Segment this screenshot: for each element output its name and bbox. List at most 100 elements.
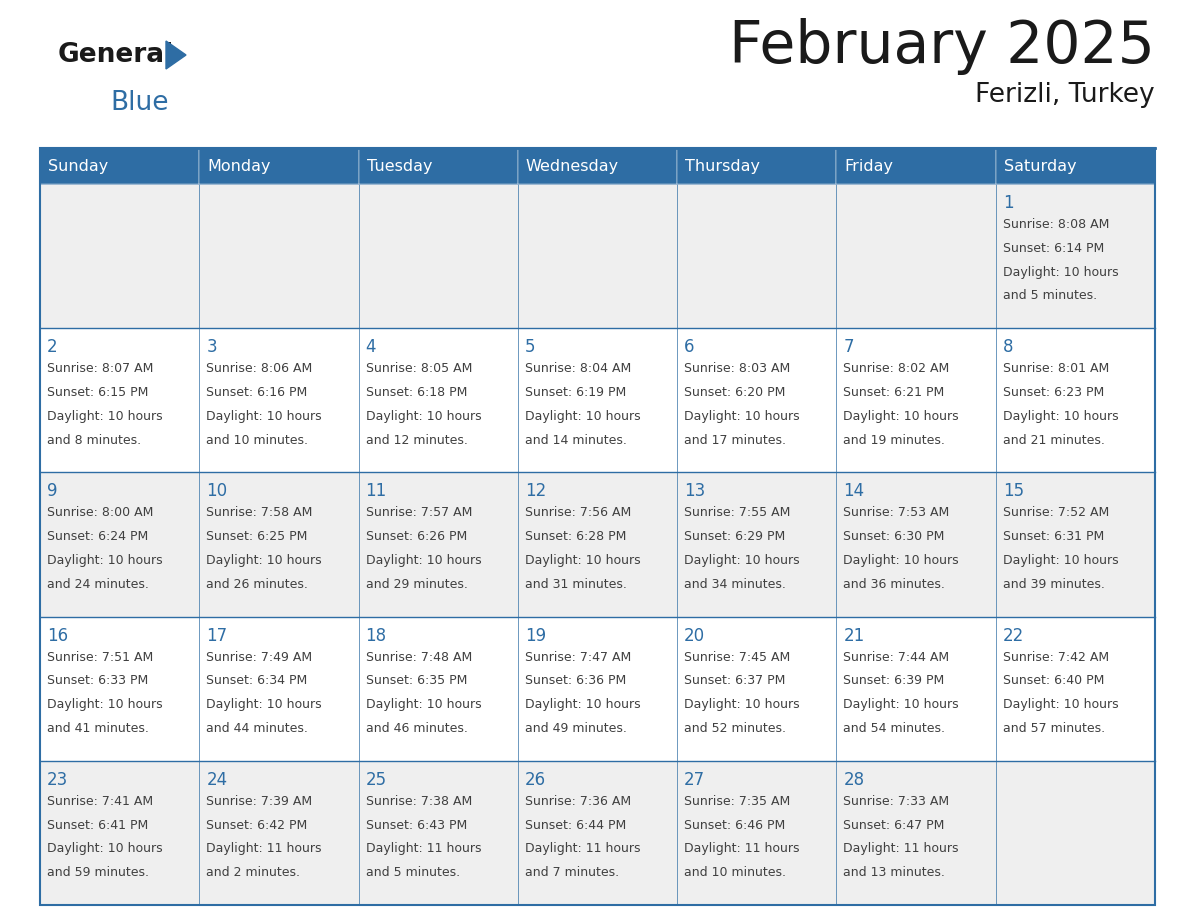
Text: and 29 minutes.: and 29 minutes. — [366, 577, 467, 591]
Bar — [359, 761, 518, 905]
Text: Sunset: 6:16 PM: Sunset: 6:16 PM — [207, 386, 308, 399]
Text: Daylight: 10 hours: Daylight: 10 hours — [525, 699, 640, 711]
Text: and 10 minutes.: and 10 minutes. — [207, 433, 308, 446]
Bar — [677, 761, 836, 905]
Text: Tuesday: Tuesday — [367, 159, 432, 174]
Text: Daylight: 11 hours: Daylight: 11 hours — [525, 843, 640, 856]
Text: Daylight: 10 hours: Daylight: 10 hours — [843, 699, 959, 711]
Text: and 57 minutes.: and 57 minutes. — [1003, 722, 1105, 735]
Text: Sunrise: 8:01 AM: Sunrise: 8:01 AM — [1003, 363, 1108, 375]
Text: Sunset: 6:21 PM: Sunset: 6:21 PM — [843, 386, 944, 399]
Text: Daylight: 10 hours: Daylight: 10 hours — [48, 409, 163, 423]
Text: and 14 minutes.: and 14 minutes. — [525, 433, 627, 446]
Bar — [996, 148, 1155, 184]
Bar — [836, 617, 996, 761]
Text: 11: 11 — [366, 482, 387, 500]
Bar — [200, 617, 359, 761]
Text: and 13 minutes.: and 13 minutes. — [843, 867, 946, 879]
Bar — [40, 148, 200, 184]
Text: Daylight: 11 hours: Daylight: 11 hours — [207, 843, 322, 856]
Text: Sunset: 6:37 PM: Sunset: 6:37 PM — [684, 675, 785, 688]
Bar — [40, 617, 200, 761]
Text: Sunset: 6:44 PM: Sunset: 6:44 PM — [525, 819, 626, 832]
Text: Sunday: Sunday — [48, 159, 108, 174]
Text: 12: 12 — [525, 482, 546, 500]
Text: Sunrise: 8:03 AM: Sunrise: 8:03 AM — [684, 363, 790, 375]
Text: Sunset: 6:18 PM: Sunset: 6:18 PM — [366, 386, 467, 399]
Text: 26: 26 — [525, 771, 546, 789]
Text: and 19 minutes.: and 19 minutes. — [843, 433, 946, 446]
Text: Sunset: 6:26 PM: Sunset: 6:26 PM — [366, 531, 467, 543]
Text: 18: 18 — [366, 627, 387, 644]
Text: Daylight: 10 hours: Daylight: 10 hours — [366, 699, 481, 711]
Text: and 59 minutes.: and 59 minutes. — [48, 867, 148, 879]
Text: and 46 minutes.: and 46 minutes. — [366, 722, 467, 735]
Bar — [40, 148, 1155, 905]
Bar — [836, 148, 996, 184]
Text: Sunrise: 7:58 AM: Sunrise: 7:58 AM — [207, 507, 312, 520]
Text: 8: 8 — [1003, 338, 1013, 356]
Bar — [359, 473, 518, 617]
Bar — [40, 761, 200, 905]
Text: 25: 25 — [366, 771, 387, 789]
Text: Daylight: 10 hours: Daylight: 10 hours — [207, 409, 322, 423]
Text: 5: 5 — [525, 338, 536, 356]
Text: and 41 minutes.: and 41 minutes. — [48, 722, 148, 735]
Bar — [836, 761, 996, 905]
Text: Sunrise: 7:39 AM: Sunrise: 7:39 AM — [207, 795, 312, 808]
Bar — [836, 184, 996, 329]
Text: Sunrise: 8:02 AM: Sunrise: 8:02 AM — [843, 363, 949, 375]
Text: Sunset: 6:20 PM: Sunset: 6:20 PM — [684, 386, 785, 399]
Text: Sunrise: 7:47 AM: Sunrise: 7:47 AM — [525, 651, 631, 664]
Text: General: General — [58, 42, 175, 68]
Text: 15: 15 — [1003, 482, 1024, 500]
Bar — [518, 329, 677, 473]
Bar — [996, 329, 1155, 473]
Bar — [200, 761, 359, 905]
Text: Sunrise: 7:56 AM: Sunrise: 7:56 AM — [525, 507, 631, 520]
Text: Sunrise: 7:41 AM: Sunrise: 7:41 AM — [48, 795, 153, 808]
Bar — [518, 473, 677, 617]
Text: Sunset: 6:19 PM: Sunset: 6:19 PM — [525, 386, 626, 399]
Text: Daylight: 10 hours: Daylight: 10 hours — [1003, 699, 1118, 711]
Bar — [996, 473, 1155, 617]
Bar — [518, 148, 677, 184]
Bar — [677, 184, 836, 329]
Text: Daylight: 11 hours: Daylight: 11 hours — [843, 843, 959, 856]
Text: Daylight: 10 hours: Daylight: 10 hours — [48, 843, 163, 856]
Text: Sunrise: 7:53 AM: Sunrise: 7:53 AM — [843, 507, 949, 520]
Text: Sunrise: 8:04 AM: Sunrise: 8:04 AM — [525, 363, 631, 375]
Text: 9: 9 — [48, 482, 57, 500]
Text: and 5 minutes.: and 5 minutes. — [1003, 289, 1097, 302]
Text: Daylight: 10 hours: Daylight: 10 hours — [48, 554, 163, 567]
Text: Sunset: 6:31 PM: Sunset: 6:31 PM — [1003, 531, 1104, 543]
Text: Daylight: 10 hours: Daylight: 10 hours — [684, 554, 800, 567]
Text: 4: 4 — [366, 338, 377, 356]
Text: and 36 minutes.: and 36 minutes. — [843, 577, 946, 591]
Bar — [518, 617, 677, 761]
Text: and 5 minutes.: and 5 minutes. — [366, 867, 460, 879]
Text: and 8 minutes.: and 8 minutes. — [48, 433, 141, 446]
Text: Sunrise: 7:55 AM: Sunrise: 7:55 AM — [684, 507, 790, 520]
Text: February 2025: February 2025 — [729, 18, 1155, 75]
Text: and 54 minutes.: and 54 minutes. — [843, 722, 946, 735]
Text: 28: 28 — [843, 771, 865, 789]
Text: Friday: Friday — [845, 159, 893, 174]
Bar — [677, 617, 836, 761]
Text: and 12 minutes.: and 12 minutes. — [366, 433, 467, 446]
Text: Blue: Blue — [110, 90, 169, 116]
Text: Sunset: 6:43 PM: Sunset: 6:43 PM — [366, 819, 467, 832]
Text: Sunset: 6:24 PM: Sunset: 6:24 PM — [48, 531, 148, 543]
Text: Daylight: 10 hours: Daylight: 10 hours — [1003, 409, 1118, 423]
Text: Sunset: 6:23 PM: Sunset: 6:23 PM — [1003, 386, 1104, 399]
Text: Sunrise: 7:48 AM: Sunrise: 7:48 AM — [366, 651, 472, 664]
Text: Sunset: 6:25 PM: Sunset: 6:25 PM — [207, 531, 308, 543]
Text: 14: 14 — [843, 482, 865, 500]
Text: Daylight: 10 hours: Daylight: 10 hours — [525, 554, 640, 567]
Text: 23: 23 — [48, 771, 68, 789]
Text: Sunrise: 7:36 AM: Sunrise: 7:36 AM — [525, 795, 631, 808]
Text: Sunrise: 7:42 AM: Sunrise: 7:42 AM — [1003, 651, 1108, 664]
Text: Daylight: 11 hours: Daylight: 11 hours — [366, 843, 481, 856]
Text: Daylight: 10 hours: Daylight: 10 hours — [843, 409, 959, 423]
Text: Sunrise: 8:07 AM: Sunrise: 8:07 AM — [48, 363, 153, 375]
